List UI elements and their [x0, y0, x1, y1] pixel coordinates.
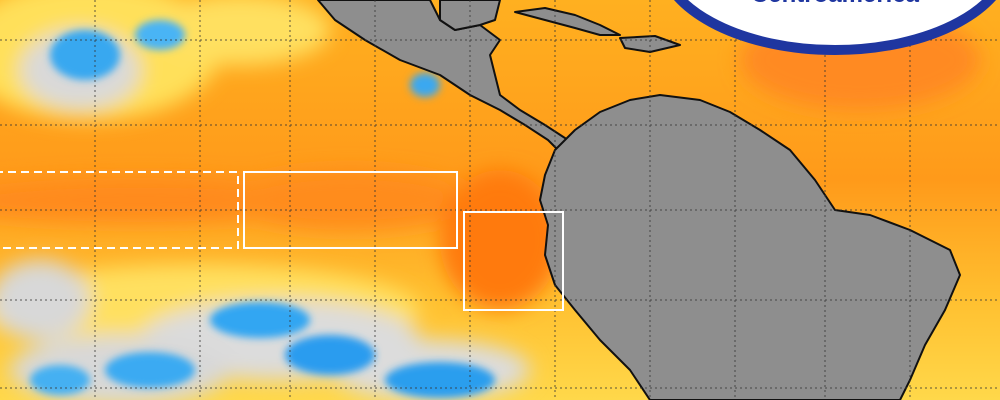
land — [317, 0, 961, 400]
logo-text: Centroamérica — [751, 0, 920, 8]
cold-patches — [30, 20, 495, 398]
nino-regions — [0, 171, 564, 311]
logo-badge — [674, 0, 996, 55]
nino-12-box — [463, 211, 564, 311]
nino-4-box — [0, 171, 239, 249]
nino-3-box — [243, 171, 458, 249]
south-america — [539, 94, 961, 400]
